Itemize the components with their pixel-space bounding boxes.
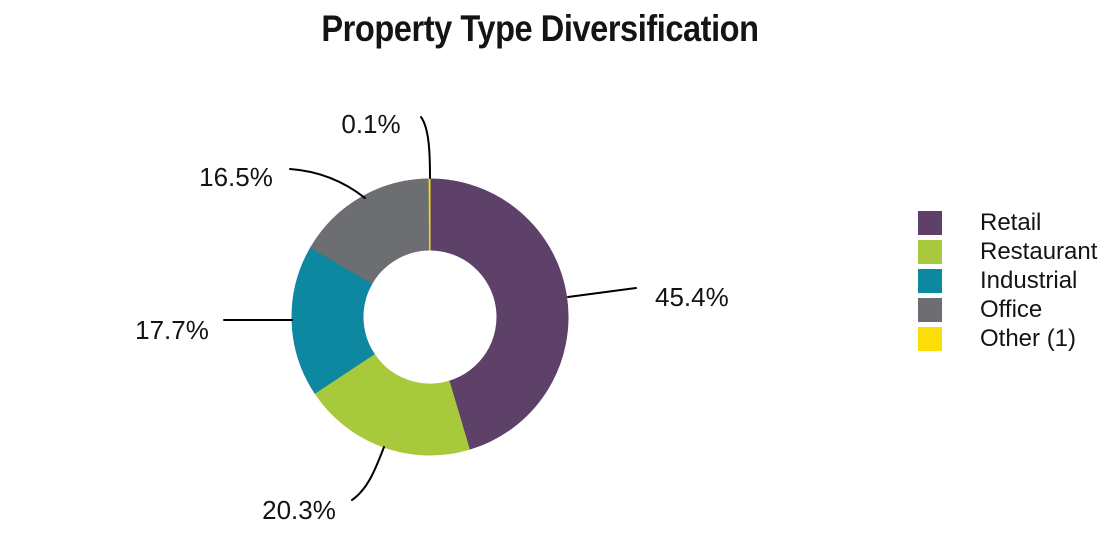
legend-label-retail: Retail: [980, 208, 1042, 236]
slice-label-industrial: 17.7%: [135, 315, 209, 345]
chart-title: Property Type Diversification: [321, 8, 759, 49]
legend-label-industrial: Industrial: [980, 266, 1078, 294]
leader-restaurant: [351, 446, 385, 501]
leader-retail: [567, 287, 637, 298]
legend-item-restaurant: Restaurant: [918, 237, 1097, 266]
legend-swatch-industrial: [918, 268, 942, 293]
slice-other-1: [428, 178, 431, 251]
legend-label-office: Office: [980, 295, 1043, 323]
slice-label-other: 0.1%: [341, 109, 401, 139]
slice-label-retail: 45.4%: [655, 282, 729, 312]
legend: Retail Restaurant Industrial Office Othe…: [918, 208, 1097, 353]
slice-restaurant: [314, 353, 470, 456]
legend-item-retail: Retail: [918, 208, 1097, 237]
slice-industrial: [291, 246, 375, 394]
legend-item-industrial: Industrial: [918, 266, 1097, 295]
legend-item-office: Office: [918, 295, 1097, 324]
slice-retail: [429, 178, 569, 450]
legend-label-other: Other (1): [980, 324, 1077, 352]
leader-office: [289, 168, 366, 199]
legend-item-other: Other (1): [918, 324, 1097, 353]
legend-swatch-retail: [918, 210, 942, 235]
legend-swatch-office: [918, 297, 942, 322]
legend-swatch-other: [918, 326, 942, 351]
slice-label-restaurant: 20.3%: [262, 495, 336, 525]
slice-label-office: 16.5%: [199, 162, 273, 192]
legend-swatch-restaurant: [918, 239, 942, 264]
legend-label-restaurant: Restaurant: [980, 237, 1098, 265]
leader-other: [420, 116, 431, 179]
